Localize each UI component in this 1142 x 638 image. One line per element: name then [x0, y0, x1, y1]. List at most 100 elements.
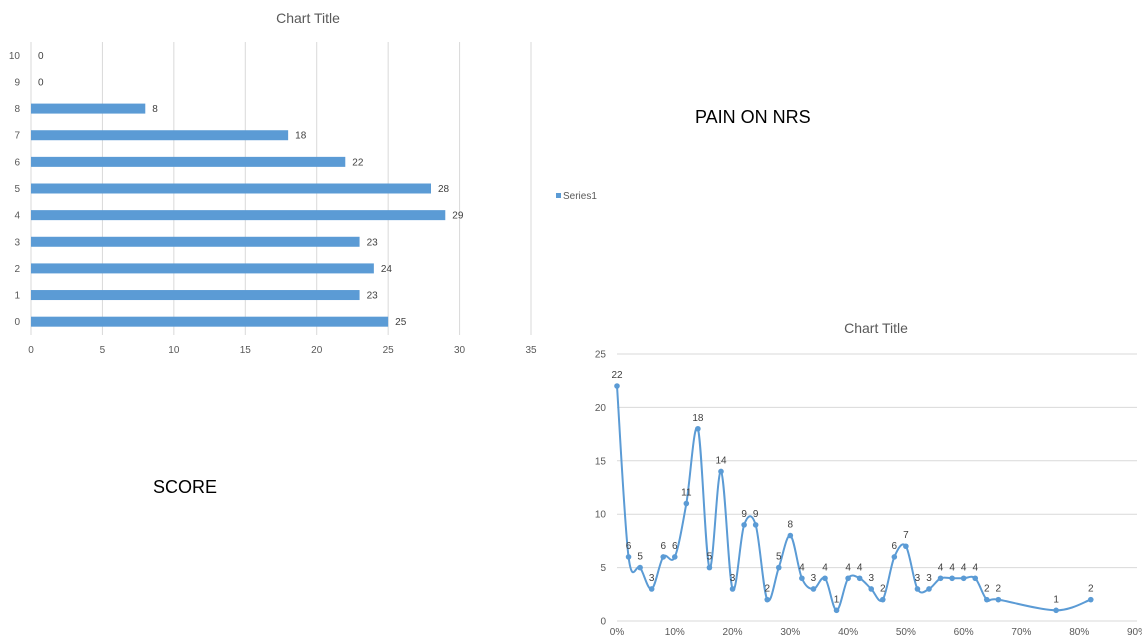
- bar: [31, 156, 346, 167]
- point-data-label: 22: [611, 370, 623, 381]
- data-point: [810, 586, 817, 592]
- point-data-label: 4: [949, 562, 955, 573]
- line-x-tick-label: 20%: [723, 627, 743, 638]
- line-x-tick-label: 0%: [610, 627, 625, 638]
- point-data-label: 14: [715, 455, 727, 466]
- bar-y-tick-label: 6: [14, 157, 20, 168]
- point-data-label: 4: [799, 562, 805, 573]
- data-point: [718, 468, 724, 475]
- data-point: [995, 596, 1002, 603]
- data-point: [833, 607, 840, 614]
- data-point: [799, 575, 805, 582]
- line-x-tick-label: 40%: [838, 627, 858, 638]
- bar-data-label: 25: [395, 317, 407, 328]
- point-data-label: 4: [845, 562, 851, 573]
- point-data-label: 6: [626, 541, 632, 552]
- point-data-label: 4: [857, 562, 863, 573]
- bar-y-tick-label: 0: [14, 317, 20, 328]
- point-data-label: 3: [811, 573, 817, 584]
- point-data-label: 3: [730, 573, 736, 584]
- bar-data-label: 23: [367, 237, 379, 248]
- line-y-tick-label: 0: [600, 617, 606, 628]
- point-data-label: 2: [880, 584, 886, 595]
- bar: [31, 183, 431, 194]
- bar: [31, 263, 374, 274]
- point-data-label: 4: [822, 562, 828, 573]
- data-point: [1087, 596, 1094, 603]
- point-data-label: 5: [707, 552, 713, 563]
- data-point: [1053, 607, 1059, 614]
- data-point: [729, 586, 736, 592]
- point-data-label: 2: [764, 584, 770, 595]
- data-point: [960, 575, 967, 582]
- line-x-tick-label: 60%: [954, 627, 974, 638]
- point-data-label: 6: [892, 541, 898, 552]
- point-data-label: 2: [984, 584, 990, 595]
- pain-on-nrs-label: PAIN ON NRS: [695, 107, 811, 127]
- data-point: [949, 575, 955, 582]
- data-point: [822, 575, 828, 582]
- point-data-label: 3: [868, 573, 874, 584]
- point-data-label: 3: [926, 573, 932, 584]
- bar-data-label: 24: [381, 264, 393, 275]
- score-label: SCORE: [153, 477, 218, 497]
- bar: [31, 103, 146, 114]
- data-point: [625, 554, 632, 560]
- line-x-tick-label: 50%: [896, 627, 916, 638]
- data-point: [856, 575, 863, 582]
- line-x-tick-label: 80%: [1069, 627, 1089, 638]
- line-y-tick-label: 15: [595, 456, 607, 467]
- bar-data-label: 29: [452, 211, 464, 222]
- point-data-label: 9: [741, 509, 747, 520]
- data-point: [706, 564, 713, 571]
- bar-y-tick-label: 5: [14, 184, 20, 195]
- bar-x-tick-label: 30: [454, 345, 466, 356]
- point-data-label: 9: [753, 509, 759, 520]
- data-point: [741, 522, 747, 528]
- bar-data-label: 8: [152, 104, 158, 115]
- point-data-label: 7: [903, 530, 909, 541]
- line-y-tick-label: 10: [595, 510, 607, 521]
- bar-x-tick-label: 25: [383, 345, 395, 356]
- bar: [31, 290, 360, 301]
- legend-label: Series1: [563, 191, 597, 202]
- bar: [31, 210, 446, 221]
- point-data-label: 1: [834, 594, 840, 605]
- point-data-label: 4: [961, 562, 967, 573]
- bar-x-tick-label: 15: [240, 345, 252, 356]
- line-y-tick-label: 5: [600, 563, 606, 574]
- data-point: [764, 596, 771, 603]
- data-point: [752, 522, 759, 528]
- bar-y-tick-label: 8: [14, 104, 20, 115]
- data-point: [972, 575, 979, 582]
- data-point: [787, 532, 794, 539]
- point-data-label: 2: [996, 584, 1002, 595]
- bar-y-tick-label: 7: [14, 131, 20, 142]
- bar-y-tick-label: 10: [9, 51, 21, 62]
- line-x-tick-label: 70%: [1011, 627, 1031, 638]
- line-x-tick-label: 10%: [665, 627, 685, 638]
- bar-data-label: 22: [352, 157, 364, 168]
- point-data-label: 5: [776, 552, 782, 563]
- data-point: [914, 586, 921, 592]
- bar-data-label: 28: [438, 184, 450, 195]
- point-data-label: 18: [692, 413, 704, 424]
- point-data-label: 1: [1053, 594, 1059, 605]
- bar-data-label: 18: [295, 131, 307, 142]
- data-point: [648, 586, 655, 592]
- bar-x-tick-label: 0: [28, 345, 34, 356]
- data-point: [891, 554, 898, 560]
- data-point: [683, 500, 690, 507]
- data-point: [695, 425, 701, 432]
- bar-chart-title: Chart Title: [276, 10, 340, 26]
- bar-data-label: 23: [367, 291, 379, 302]
- data-point: [903, 543, 909, 550]
- bar-y-tick-label: 4: [14, 211, 20, 222]
- bar-x-tick-label: 10: [168, 345, 180, 356]
- point-data-label: 2: [1088, 584, 1094, 595]
- point-data-label: 3: [649, 573, 655, 584]
- bar-y-tick-label: 9: [14, 77, 20, 88]
- data-point: [926, 586, 932, 592]
